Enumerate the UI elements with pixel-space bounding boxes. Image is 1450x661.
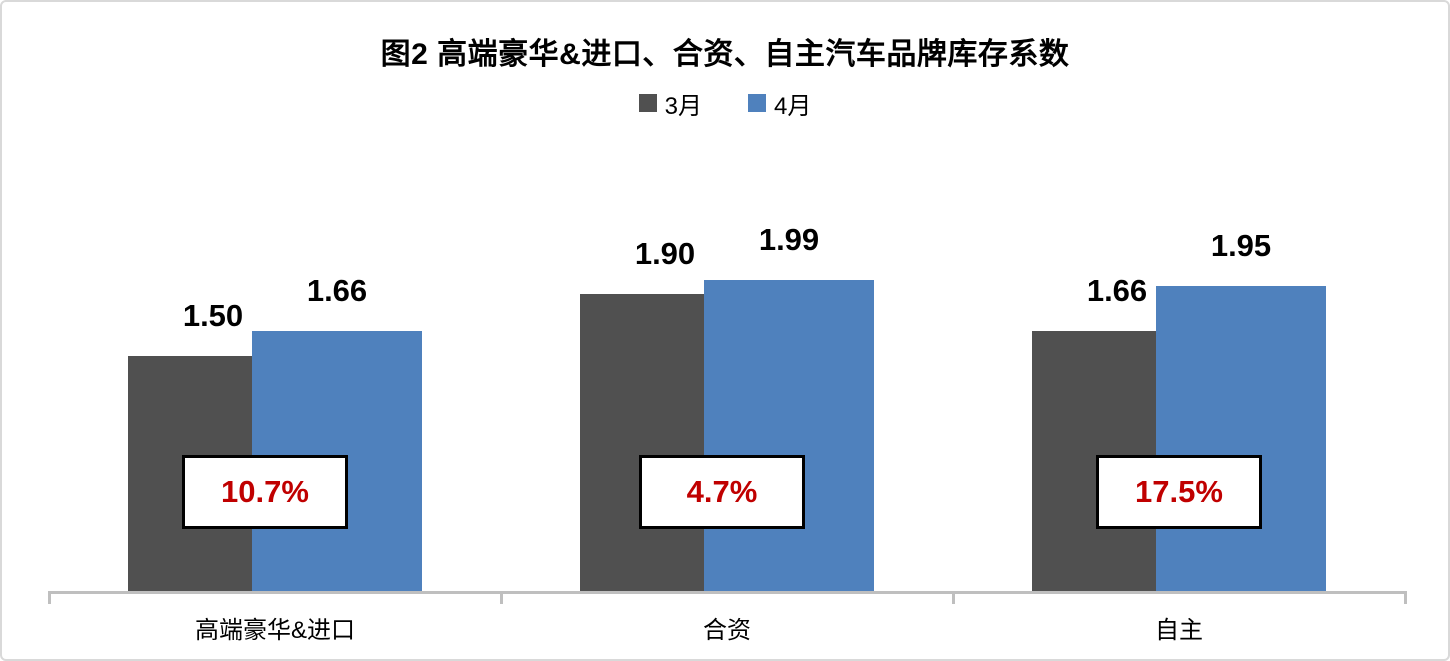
change-label-box-cat2: 17.5% — [1096, 455, 1262, 529]
legend-label-march: 3月 — [664, 92, 702, 120]
bar-series1-cat1 — [704, 279, 874, 591]
legend-label-april: 4月 — [774, 92, 812, 120]
category-label-cat0: 高端豪华&进口 — [194, 617, 355, 644]
value-label-series0-cat2: 1.66 — [1086, 273, 1148, 309]
x-axis-tick — [952, 591, 955, 604]
value-label-series1-cat1: 1.99 — [758, 221, 820, 257]
change-label-box-cat0: 10.7% — [182, 455, 348, 529]
legend: 3月 4月 — [2, 86, 1448, 121]
value-label-series0-cat1: 1.90 — [634, 235, 696, 271]
value-label-series1-cat0: 1.66 — [306, 273, 368, 309]
change-label-box-cat1: 4.7% — [639, 455, 805, 529]
legend-item-march: 3月 — [638, 86, 702, 121]
x-axis-tick — [1404, 591, 1407, 604]
category-label-cat1: 合资 — [703, 617, 751, 644]
x-axis-tick — [500, 591, 503, 604]
legend-item-april: 4月 — [748, 86, 811, 121]
legend-swatch-march — [638, 94, 657, 112]
x-axis-tick — [48, 591, 51, 604]
chart-title: 图2 高端豪华&进口、合资、自主汽车品牌库存系数 — [380, 38, 1070, 71]
bar-series1-cat2 — [1156, 285, 1326, 591]
x-axis-line — [49, 591, 1405, 594]
value-label-series1-cat2: 1.95 — [1210, 227, 1272, 263]
category-label-cat2: 自主 — [1155, 617, 1203, 644]
value-label-series0-cat0: 1.50 — [182, 298, 244, 334]
legend-swatch-april — [748, 94, 766, 112]
